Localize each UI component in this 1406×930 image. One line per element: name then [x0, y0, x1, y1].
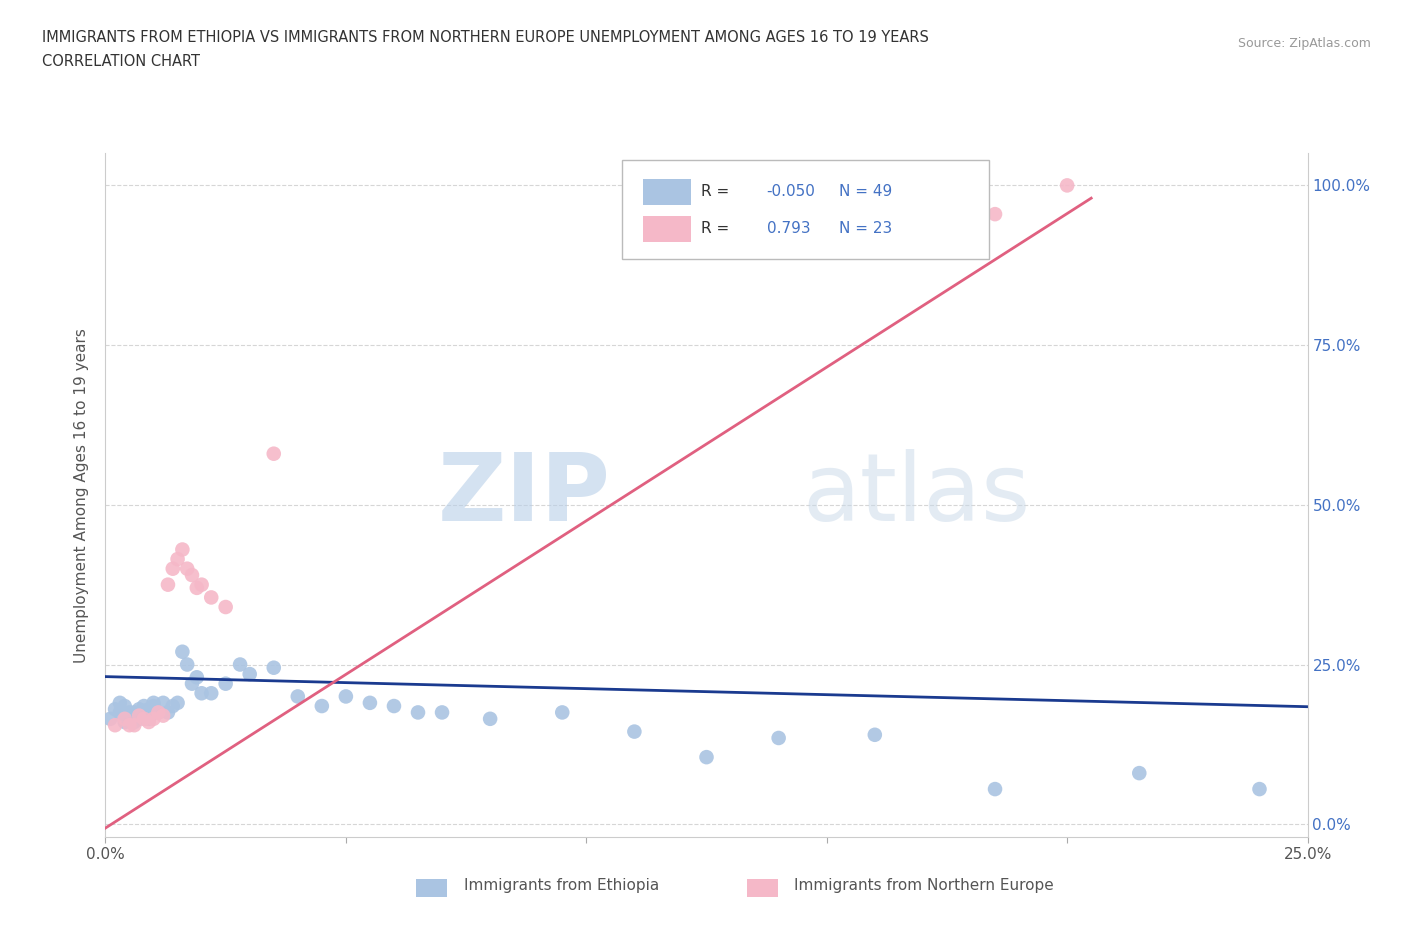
- Point: [181, 567, 204, 582]
- FancyBboxPatch shape: [623, 160, 988, 259]
- Point: [114, 714, 136, 729]
- Point: [152, 708, 174, 723]
- Point: [138, 714, 160, 729]
- Point: [696, 750, 718, 764]
- Point: [148, 705, 170, 720]
- Point: [98, 711, 121, 726]
- Point: [406, 705, 429, 720]
- Point: [132, 708, 155, 723]
- Point: [214, 676, 236, 691]
- Text: Immigrants from Northern Europe: Immigrants from Northern Europe: [794, 878, 1054, 893]
- Point: [214, 600, 236, 615]
- Point: [186, 580, 208, 595]
- Text: Source: ZipAtlas.com: Source: ZipAtlas.com: [1237, 37, 1371, 50]
- Point: [190, 685, 212, 700]
- Point: [124, 718, 146, 733]
- Text: Immigrants from Ethiopia: Immigrants from Ethiopia: [464, 878, 659, 893]
- Text: N = 49: N = 49: [839, 183, 891, 198]
- Point: [124, 705, 146, 720]
- Text: IMMIGRANTS FROM ETHIOPIA VS IMMIGRANTS FROM NORTHERN EUROPE UNEMPLOYMENT AMONG A: IMMIGRANTS FROM ETHIOPIA VS IMMIGRANTS F…: [42, 30, 929, 45]
- Point: [984, 206, 1007, 221]
- Point: [430, 705, 453, 720]
- Point: [128, 708, 150, 723]
- Point: [335, 689, 357, 704]
- Point: [162, 561, 184, 576]
- Point: [176, 561, 198, 576]
- Point: [128, 702, 150, 717]
- Point: [200, 590, 222, 604]
- Point: [132, 711, 155, 726]
- Point: [108, 696, 131, 711]
- Point: [148, 705, 170, 720]
- Point: [239, 667, 262, 682]
- Text: ZIP: ZIP: [437, 449, 610, 541]
- Point: [118, 711, 141, 726]
- Point: [229, 658, 252, 672]
- Bar: [416, 879, 447, 897]
- Point: [118, 718, 141, 733]
- Point: [138, 702, 160, 717]
- Text: -0.050: -0.050: [766, 183, 815, 198]
- Text: R =: R =: [700, 183, 734, 198]
- Point: [156, 578, 179, 592]
- Point: [382, 698, 405, 713]
- Point: [200, 685, 222, 700]
- Point: [311, 698, 333, 713]
- Point: [166, 696, 188, 711]
- Point: [114, 698, 136, 713]
- Point: [162, 698, 184, 713]
- Point: [138, 711, 160, 726]
- Point: [551, 705, 574, 720]
- Point: [287, 689, 309, 704]
- Point: [984, 781, 1007, 796]
- Point: [263, 446, 285, 461]
- Point: [118, 705, 141, 720]
- Point: [166, 551, 188, 566]
- Point: [768, 731, 790, 746]
- Point: [1249, 781, 1271, 796]
- Point: [181, 676, 204, 691]
- Text: R =: R =: [700, 221, 734, 236]
- Text: N = 23: N = 23: [839, 221, 891, 236]
- Point: [1056, 178, 1078, 193]
- Point: [128, 711, 150, 726]
- Point: [114, 711, 136, 726]
- Y-axis label: Unemployment Among Ages 16 to 19 years: Unemployment Among Ages 16 to 19 years: [75, 327, 90, 663]
- Point: [359, 696, 381, 711]
- Point: [124, 714, 146, 729]
- Text: atlas: atlas: [803, 449, 1031, 541]
- Point: [152, 696, 174, 711]
- Point: [172, 542, 194, 557]
- Point: [479, 711, 502, 726]
- Bar: [643, 217, 690, 243]
- Bar: [747, 879, 778, 897]
- Point: [108, 705, 131, 720]
- Point: [186, 670, 208, 684]
- Point: [1128, 765, 1150, 780]
- Point: [142, 696, 165, 711]
- Point: [104, 718, 127, 733]
- Point: [190, 578, 212, 592]
- Text: 0.793: 0.793: [766, 221, 810, 236]
- Point: [263, 660, 285, 675]
- Point: [156, 705, 179, 720]
- Text: CORRELATION CHART: CORRELATION CHART: [42, 54, 200, 69]
- Point: [132, 698, 155, 713]
- Point: [142, 698, 165, 713]
- Point: [863, 727, 886, 742]
- Point: [172, 644, 194, 659]
- Point: [142, 711, 165, 726]
- Bar: [643, 179, 690, 205]
- Point: [623, 724, 645, 739]
- Point: [104, 702, 127, 717]
- Point: [176, 658, 198, 672]
